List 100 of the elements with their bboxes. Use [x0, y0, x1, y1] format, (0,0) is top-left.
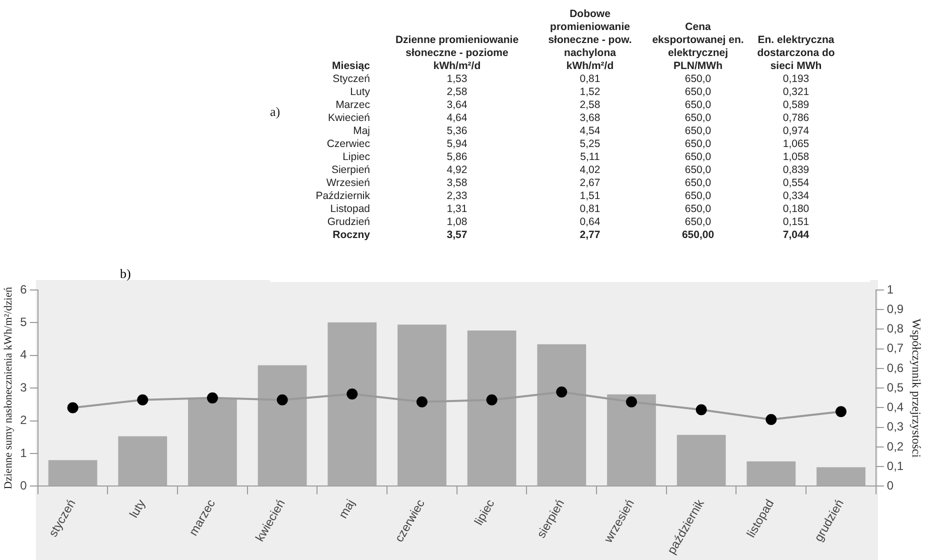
text: b) [120, 266, 131, 282]
y2-tick-label: 0,1 [886, 458, 904, 473]
category-label: Listopad [329, 203, 371, 216]
y2-tick-label: 0,3 [886, 420, 904, 434]
data-label: 650,0 [684, 190, 712, 203]
category-label: Czerwiec [326, 138, 371, 151]
data-label: 0,786 [782, 112, 810, 125]
y-tick-label: 4 [20, 348, 28, 362]
data-label: 3,57 [446, 229, 468, 242]
data-label: 5,86 [446, 151, 468, 164]
data-label: 650,0 [684, 216, 712, 229]
y-tick-label: 0 [20, 478, 28, 493]
data-label: 650,0 [684, 177, 712, 190]
data-label: 4,54 [578, 125, 602, 138]
data-label: 650,0 [684, 99, 712, 112]
bar [816, 467, 866, 486]
data-label: 650,0 [684, 73, 712, 86]
data-label: 2,58 [446, 86, 468, 99]
data-label: 4,02 [578, 164, 602, 177]
text: a) [270, 104, 280, 120]
category-label: Lipiec [342, 151, 371, 164]
bar [398, 324, 446, 486]
bar [537, 344, 586, 486]
y-tick-label: 5 [20, 315, 28, 330]
bar [746, 461, 796, 486]
y2-tick-label: 0 [886, 478, 894, 493]
category-label: Październik [314, 190, 371, 203]
series-label: Dzienne promieniowanie słoneczne - poziome kWh/m²/d [394, 33, 520, 73]
bar [118, 436, 168, 486]
data-label: 0,81 [578, 203, 602, 216]
data-label: 2,33 [446, 190, 468, 203]
data-label: 2,67 [578, 177, 602, 190]
data-label: 1,53 [446, 73, 468, 86]
data-label: 0,193 [782, 73, 810, 86]
data-label: 4,64 [446, 112, 468, 125]
data-label: 5,11 [579, 151, 601, 164]
category-label: Kwiecień [326, 112, 371, 125]
data-label: 3,68 [578, 112, 602, 125]
y-tick-label: 1 [20, 446, 28, 460]
x-tick-label: maj [336, 496, 358, 521]
category-label: Wrzesień [325, 177, 371, 190]
y2-axis-title: Współczynnik przejrzystości [910, 318, 924, 458]
y2-tick-label: 0,6 [886, 360, 904, 375]
bar [676, 434, 726, 486]
bar [607, 394, 656, 486]
y2-tick-label: 0,7 [886, 341, 904, 356]
data-label: 650,0 [684, 86, 712, 99]
data-label: 2,77 [578, 229, 602, 242]
y-tick-label: 2 [20, 413, 28, 428]
data-label: 0,64 [578, 216, 602, 229]
y2-tick-label: 0,2 [886, 439, 904, 454]
y-axis-title: Dzienne sumy nasłonecznienia kWh/m²/dzień [2, 286, 14, 490]
text: En. elektryczna dostarczona do sieci MWh [756, 33, 836, 73]
data-label: 650,0 [684, 112, 712, 125]
data-label: 1,52 [578, 86, 602, 99]
y-tick-label: 6 [20, 282, 28, 296]
data-label: 3,64 [446, 99, 468, 112]
category-label: Grudzień [326, 216, 371, 229]
category-label: Marzec [334, 99, 371, 112]
data-label: 0,151 [782, 216, 810, 229]
data-label: 650,00 [680, 229, 716, 242]
data-label: 650,0 [684, 151, 712, 164]
data-label: 650,0 [684, 203, 712, 216]
data-label: 0,334 [782, 190, 810, 203]
data-label: 4,92 [446, 164, 468, 177]
text: Dobowe promieniowanie słoneczne - pow. nachylona kWh/m²/d [547, 8, 633, 73]
y2-tick-label: 0,9 [886, 302, 904, 316]
data-label: 1,065 [782, 138, 810, 151]
data-label: 0,180 [782, 203, 810, 216]
category-label: Luty [349, 86, 371, 99]
category-label: Sierpień [330, 164, 371, 177]
data-label: 650,0 [684, 164, 712, 177]
data-label: 1,058 [782, 151, 810, 164]
bar [328, 322, 377, 486]
data-label: 0,839 [782, 164, 810, 177]
y2-tick-label: 1 [886, 282, 894, 296]
text: Cena eksportowanej en. elektrycznej PLN/MWh [651, 20, 745, 73]
x-tick-label: luty [126, 496, 148, 520]
data-label: 0,589 [782, 99, 810, 112]
y2-tick-label: 0,5 [886, 380, 904, 394]
data-label: 5,25 [578, 138, 602, 151]
data-label: 0,554 [782, 177, 810, 190]
bar [188, 398, 237, 486]
data-label: 3,58 [446, 177, 468, 190]
data-label: 1,51 [578, 190, 602, 203]
data-label: 2,58 [578, 99, 602, 112]
y2-tick-label: 0,8 [886, 322, 904, 336]
y2-tick-label: 0,4 [886, 400, 904, 414]
data-label: 1,08 [446, 216, 468, 229]
bar [258, 365, 307, 486]
bar [467, 330, 516, 486]
data-label: 0,974 [782, 125, 810, 138]
data-label: 5,36 [446, 125, 468, 138]
text: Miesiąc [331, 59, 371, 73]
data-label: 5,94 [446, 138, 468, 151]
bar [48, 460, 98, 486]
data-label: 0,321 [782, 86, 810, 99]
category-label: Roczny [332, 229, 371, 242]
category-label: Maj [352, 125, 371, 138]
data-label: 1,31 [446, 203, 468, 216]
